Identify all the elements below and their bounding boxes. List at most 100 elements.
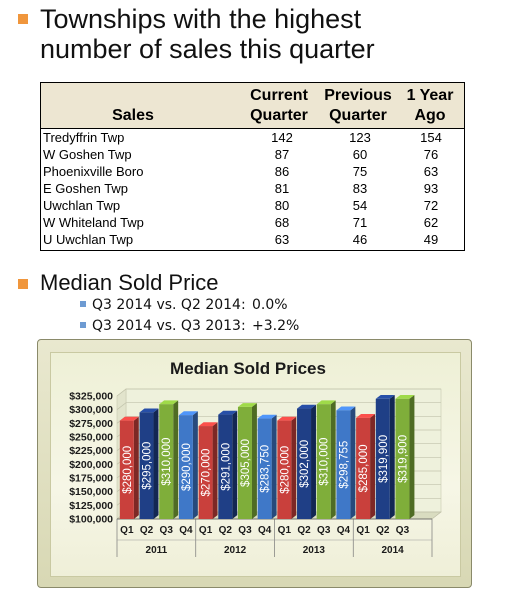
bar-side — [271, 414, 277, 519]
previous-quarter-value: 71 — [352, 215, 368, 230]
median-bullet-icon — [18, 279, 28, 289]
table-row: Uwchlan Twp 80 54 72 — [41, 197, 464, 214]
township-name: Phoenixville Boro — [43, 164, 144, 179]
bar-side — [389, 394, 395, 519]
bar-value-label: $280,000 — [279, 446, 291, 494]
township-name: U Uwchlan Twp — [43, 232, 134, 247]
bar — [297, 408, 312, 519]
bar-side — [409, 394, 415, 519]
bar-value-label: $291,000 — [220, 443, 232, 491]
bar-value-label: $310,000 — [319, 438, 331, 486]
table-row: W Goshen Twp 87 60 76 — [41, 146, 464, 163]
bar-top — [375, 394, 395, 399]
previous-quarter-value: 54 — [352, 198, 368, 213]
x-tick-label: Q4 — [179, 525, 193, 536]
header-current-line2: Quarter — [250, 107, 308, 124]
table-row: W Whiteland Twp 68 71 62 — [41, 214, 464, 231]
bar-side — [370, 414, 376, 519]
bar-value-label: $290,000 — [181, 443, 193, 491]
x-tick-label: Q3 — [317, 525, 331, 536]
x-tick-label: Q1 — [120, 525, 134, 536]
x-tick-label: Q1 — [356, 525, 370, 536]
bar-top — [218, 410, 238, 415]
bar-side — [330, 400, 336, 519]
x-tick-label: Q2 — [297, 525, 311, 536]
bar-top — [237, 403, 257, 407]
township-name: Tredyffrin Twp — [43, 130, 125, 145]
year-ago-value: 154 — [420, 130, 442, 145]
header-previous-line1: Previous — [324, 87, 392, 104]
year-ago-value: 76 — [423, 147, 439, 162]
bar — [336, 410, 351, 519]
title-line-2: number of sales this quarter — [40, 34, 375, 64]
comparison-label: Q3 2014 vs. Q3 2013: — [92, 318, 246, 334]
x-tick-label: Q1 — [199, 525, 213, 536]
township-name: E Goshen Twp — [43, 181, 129, 196]
bar-top — [277, 416, 297, 421]
x-tick-label: Q2 — [140, 525, 154, 536]
current-quarter-value: 142 — [271, 130, 293, 145]
header-previous-line2: Quarter — [329, 107, 387, 124]
bar-value-label: $270,000 — [201, 449, 213, 497]
table-header: Sales Current Quarter Previous Quarter 1… — [41, 83, 464, 129]
bar — [218, 414, 233, 519]
x-tick-label: Q2 — [376, 525, 390, 536]
table-row: U Uwchlan Twp 63 46 49 — [41, 231, 464, 248]
bar-top — [336, 406, 356, 411]
title-bullet-icon — [18, 14, 28, 24]
year-ago-value: 72 — [423, 198, 439, 213]
bar-side — [133, 416, 139, 519]
previous-quarter-value: 123 — [349, 130, 371, 145]
bar-side — [251, 403, 257, 519]
bar-value-label: $285,000 — [358, 444, 370, 492]
current-quarter-value: 87 — [274, 147, 290, 162]
year-ago-value: 49 — [423, 232, 439, 247]
header-sales: Sales — [112, 107, 154, 124]
title-line-1: Townships with the highest — [40, 4, 362, 34]
bar-top — [395, 394, 415, 399]
table-row: Phoenixville Boro 86 75 63 — [41, 163, 464, 180]
comparison-item: Q3 2014 vs. Q2 2014: 0.0% — [80, 297, 288, 313]
bar-value-label: $319,900 — [378, 435, 390, 483]
bar-top — [356, 414, 376, 418]
bar-side — [311, 404, 316, 519]
bar — [237, 406, 252, 519]
y-tick-label: $150,000 — [69, 486, 113, 498]
township-name: W Goshen Twp — [43, 147, 132, 162]
x-tick-label: Q3 — [238, 525, 252, 536]
y-tick-label: $300,000 — [69, 404, 113, 416]
x-group-label: 2014 — [382, 545, 405, 556]
x-tick-label: Q3 — [160, 525, 174, 536]
bar-side — [232, 410, 238, 519]
current-quarter-value: 80 — [274, 198, 290, 213]
bar-top — [257, 414, 277, 419]
header-year-line2: Ago — [414, 107, 446, 124]
bar-top — [297, 404, 316, 409]
header-current-line1: Current — [250, 87, 308, 104]
x-group-label: 2011 — [146, 545, 168, 556]
table-row: Tredyffrin Twp 142 123 154 — [41, 129, 464, 146]
x-tick-label: Q1 — [278, 525, 292, 536]
township-name: Uwchlan Twp — [43, 198, 121, 213]
year-ago-value: 62 — [423, 215, 439, 230]
bar-value-label: $302,000 — [299, 440, 311, 488]
bar-side — [350, 406, 356, 519]
y-tick-label: $225,000 — [69, 445, 113, 457]
header-previous: Previous Quarter — [318, 86, 398, 126]
previous-quarter-value: 46 — [352, 232, 368, 247]
year-ago-value: 93 — [423, 181, 439, 196]
y-tick-label: $250,000 — [69, 432, 113, 444]
chart-title: Median Sold Prices — [170, 359, 326, 378]
bar — [257, 418, 272, 519]
bar-side — [212, 422, 218, 519]
bar — [139, 412, 154, 519]
x-tick-label: Q3 — [396, 525, 410, 536]
x-group-label: 2012 — [224, 545, 247, 556]
comparison-item: Q3 2014 vs. Q3 2013: +3.2% — [80, 318, 299, 334]
bar — [159, 404, 174, 519]
bar-top — [178, 411, 198, 416]
median-heading: Median Sold Price — [40, 270, 219, 295]
bar — [198, 426, 213, 519]
bar-value-label: $295,000 — [142, 442, 154, 490]
